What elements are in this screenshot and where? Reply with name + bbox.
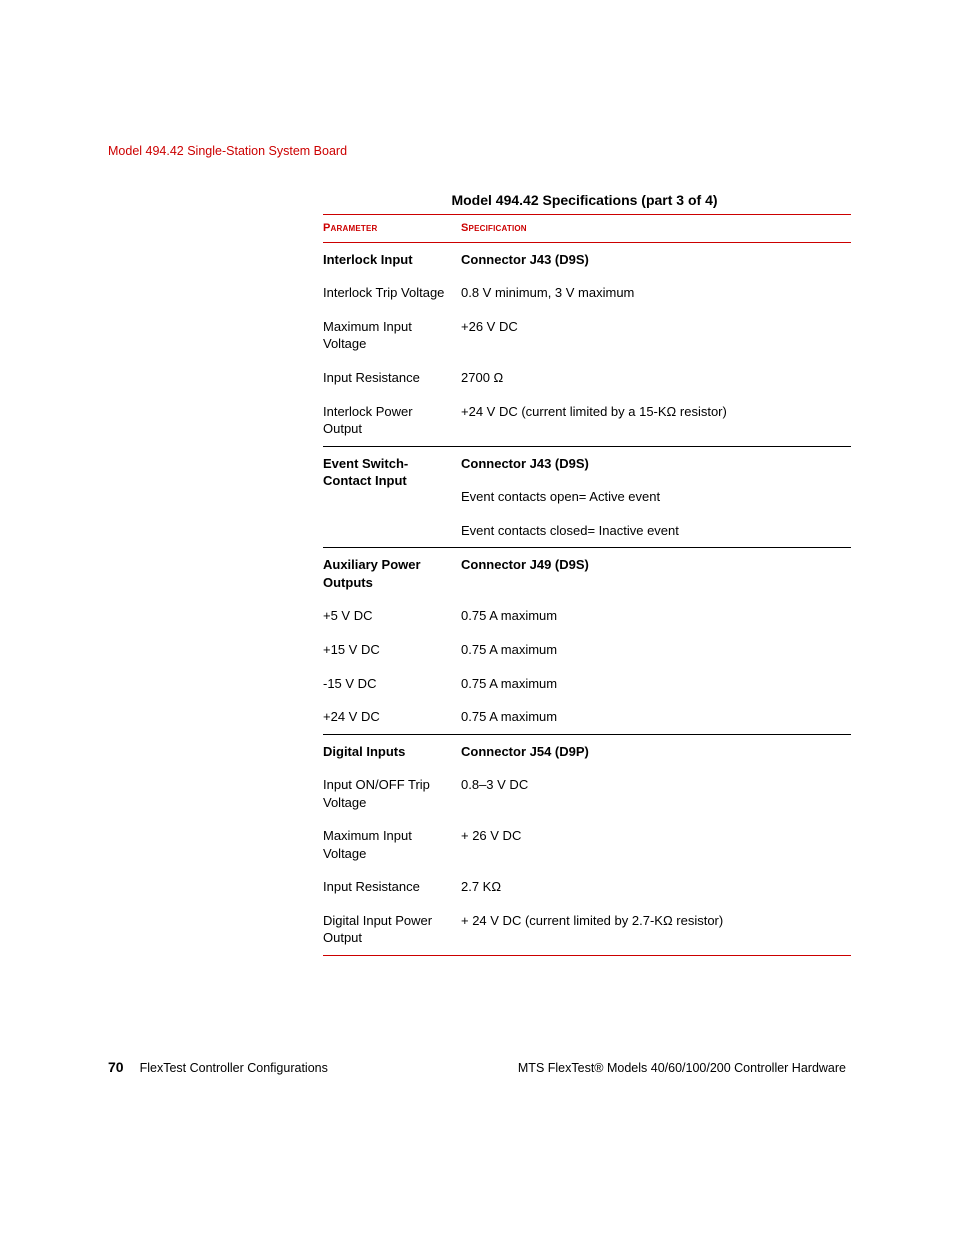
cell-param: Input ON/OFF Trip Voltage [323, 768, 461, 819]
footer-document-title: MTS FlexTest® Models 40/60/100/200 Contr… [518, 1061, 846, 1075]
cell-param: +24 V DC [323, 700, 461, 734]
section-header-row: Event Switch-Contact Input Connector J43… [323, 446, 851, 480]
table-row: +15 V DC 0.75 A maximum [323, 633, 851, 667]
table-row: Interlock Trip Voltage 0.8 V minimum, 3 … [323, 276, 851, 310]
table-row: +5 V DC 0.75 A maximum [323, 599, 851, 633]
cell-spec: Event contacts open= Active event [461, 480, 851, 514]
page: Model 494.42 Single-Station System Board… [0, 0, 954, 1235]
section-spec-header: Connector J43 (D9S) [461, 446, 851, 480]
table-row: Input ON/OFF Trip Voltage 0.8–3 V DC [323, 768, 851, 819]
cell-param: -15 V DC [323, 667, 461, 701]
col-header-specification: Specification [461, 215, 851, 243]
cell-param: Maximum Input Voltage [323, 819, 461, 870]
cell-spec: 0.75 A maximum [461, 599, 851, 633]
section-param-header: Digital Inputs [323, 734, 461, 768]
table-row: -15 V DC 0.75 A maximum [323, 667, 851, 701]
cell-spec: 0.8–3 V DC [461, 768, 851, 819]
cell-param: Interlock Power Output [323, 395, 461, 447]
section-spec-header: Connector J54 (D9P) [461, 734, 851, 768]
section-header-row: Auxiliary Power Outputs Connector J49 (D… [323, 548, 851, 600]
cell-spec: 2.7 KΩ [461, 870, 851, 904]
cell-spec: +24 V DC (current limited by a 15-KΩ res… [461, 395, 851, 447]
col-header-parameter: Parameter [323, 215, 461, 243]
cell-param: Maximum Input Voltage [323, 310, 461, 361]
cell-spec: 0.8 V minimum, 3 V maximum [461, 276, 851, 310]
page-footer: 70 FlexTest Controller Configurations MT… [108, 1059, 846, 1075]
section-header-row: Digital Inputs Connector J54 (D9P) [323, 734, 851, 768]
running-header: Model 494.42 Single-Station System Board [108, 144, 347, 158]
table-row: Maximum Input Voltage +26 V DC [323, 310, 851, 361]
table-caption: Model 494.42 Specifications (part 3 of 4… [323, 192, 846, 208]
page-number: 70 [108, 1059, 124, 1075]
cell-param: Digital Input Power Output [323, 904, 461, 956]
cell-spec: 0.75 A maximum [461, 700, 851, 734]
section-param-header: Interlock Input [323, 242, 461, 276]
section-param-header: Event Switch-Contact Input [323, 446, 461, 548]
cell-spec: +26 V DC [461, 310, 851, 361]
table-row: Interlock Power Output +24 V DC (current… [323, 395, 851, 447]
cell-spec: Event contacts closed= Inactive event [461, 514, 851, 548]
footer-section-title: FlexTest Controller Configurations [140, 1061, 328, 1075]
table-row: Digital Input Power Output + 24 V DC (cu… [323, 904, 851, 956]
cell-spec: + 26 V DC [461, 819, 851, 870]
table-row: +24 V DC 0.75 A maximum [323, 700, 851, 734]
cell-param: Interlock Trip Voltage [323, 276, 461, 310]
cell-spec: 2700 Ω [461, 361, 851, 395]
cell-spec: 0.75 A maximum [461, 633, 851, 667]
cell-spec: + 24 V DC (current limited by 2.7-KΩ res… [461, 904, 851, 956]
specifications-table: Parameter Specification Interlock Input … [323, 214, 851, 956]
table-header-row: Parameter Specification [323, 215, 851, 243]
table-row: Input Resistance 2700 Ω [323, 361, 851, 395]
cell-param: +5 V DC [323, 599, 461, 633]
section-header-row: Interlock Input Connector J43 (D9S) [323, 242, 851, 276]
section-spec-header: Connector J49 (D9S) [461, 548, 851, 600]
cell-param: +15 V DC [323, 633, 461, 667]
table-row: Maximum Input Voltage + 26 V DC [323, 819, 851, 870]
cell-param: Input Resistance [323, 361, 461, 395]
table-row: Input Resistance 2.7 KΩ [323, 870, 851, 904]
cell-param: Input Resistance [323, 870, 461, 904]
section-spec-header: Connector J43 (D9S) [461, 242, 851, 276]
section-param-header: Auxiliary Power Outputs [323, 548, 461, 600]
cell-spec: 0.75 A maximum [461, 667, 851, 701]
